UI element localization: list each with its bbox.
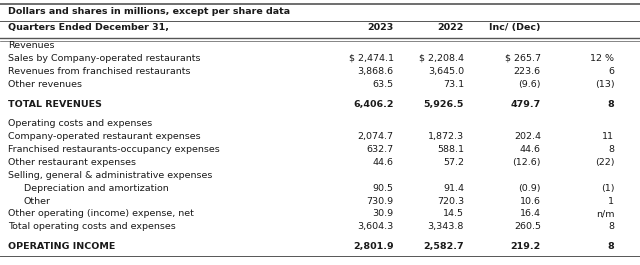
Text: 6,406.2: 6,406.2 [353,100,394,109]
Text: OPERATING INCOME: OPERATING INCOME [8,242,115,251]
Text: Revenues from franchised restaurants: Revenues from franchised restaurants [8,67,190,76]
Text: 1,872.3: 1,872.3 [428,132,464,141]
Text: 8: 8 [607,100,614,109]
Text: Quarters Ended December 31,: Quarters Ended December 31, [8,23,169,32]
Text: 3,868.6: 3,868.6 [358,67,394,76]
Text: 2,074.7: 2,074.7 [358,132,394,141]
Text: Other operating (income) expense, net: Other operating (income) expense, net [8,209,193,218]
Text: 202.4: 202.4 [514,132,541,141]
Text: Selling, general & administrative expenses: Selling, general & administrative expens… [8,171,212,180]
Text: 91.4: 91.4 [443,184,464,193]
Text: 6: 6 [609,67,614,76]
Text: Sales by Company-operated restaurants: Sales by Company-operated restaurants [8,54,200,63]
Text: 12 %: 12 % [590,54,614,63]
Text: Other: Other [24,197,51,206]
Text: 8: 8 [607,242,614,251]
Text: Revenues: Revenues [8,41,54,50]
Text: 8: 8 [609,145,614,154]
Text: $ 2,474.1: $ 2,474.1 [349,54,394,63]
Text: 30.9: 30.9 [372,209,394,218]
Text: 730.9: 730.9 [367,197,394,206]
Text: Other revenues: Other revenues [8,80,82,89]
Text: 14.5: 14.5 [443,209,464,218]
Text: (0.9): (0.9) [518,184,541,193]
Text: (12.6): (12.6) [512,158,541,167]
Text: n/m: n/m [596,209,614,218]
Text: 2022: 2022 [438,23,464,32]
Text: 260.5: 260.5 [514,222,541,231]
Text: 8: 8 [609,222,614,231]
Text: 1: 1 [609,197,614,206]
Text: 3,645.0: 3,645.0 [428,67,464,76]
Text: 10.6: 10.6 [520,197,541,206]
Text: (22): (22) [595,158,614,167]
Text: 5,926.5: 5,926.5 [424,100,464,109]
Text: 57.2: 57.2 [443,158,464,167]
Text: 16.4: 16.4 [520,209,541,218]
Text: 3,343.8: 3,343.8 [428,222,464,231]
Text: 2,801.9: 2,801.9 [353,242,394,251]
Text: $ 265.7: $ 265.7 [505,54,541,63]
Text: Depreciation and amortization: Depreciation and amortization [24,184,168,193]
Text: Dollars and shares in millions, except per share data: Dollars and shares in millions, except p… [8,7,290,16]
Text: 3,604.3: 3,604.3 [357,222,394,231]
Text: $ 2,208.4: $ 2,208.4 [419,54,464,63]
Text: 223.6: 223.6 [514,67,541,76]
Text: 219.2: 219.2 [511,242,541,251]
Text: 632.7: 632.7 [367,145,394,154]
Text: Operating costs and expenses: Operating costs and expenses [8,120,152,129]
Text: 11: 11 [602,132,614,141]
Text: (13): (13) [595,80,614,89]
Text: Company-operated restaurant expenses: Company-operated restaurant expenses [8,132,200,141]
Text: 720.3: 720.3 [437,197,464,206]
Text: 44.6: 44.6 [520,145,541,154]
Text: Total operating costs and expenses: Total operating costs and expenses [8,222,175,231]
Text: 479.7: 479.7 [511,100,541,109]
Text: (9.6): (9.6) [518,80,541,89]
Text: 2,582.7: 2,582.7 [424,242,464,251]
Text: 73.1: 73.1 [443,80,464,89]
Text: 588.1: 588.1 [437,145,464,154]
Text: 44.6: 44.6 [372,158,394,167]
Text: Inc/ (Dec): Inc/ (Dec) [490,23,541,32]
Text: TOTAL REVENUES: TOTAL REVENUES [8,100,102,109]
Text: Other restaurant expenses: Other restaurant expenses [8,158,136,167]
Text: 90.5: 90.5 [372,184,394,193]
Text: Franchised restaurants-occupancy expenses: Franchised restaurants-occupancy expense… [8,145,220,154]
Text: (1): (1) [601,184,614,193]
Text: 2023: 2023 [367,23,394,32]
Text: 63.5: 63.5 [372,80,394,89]
